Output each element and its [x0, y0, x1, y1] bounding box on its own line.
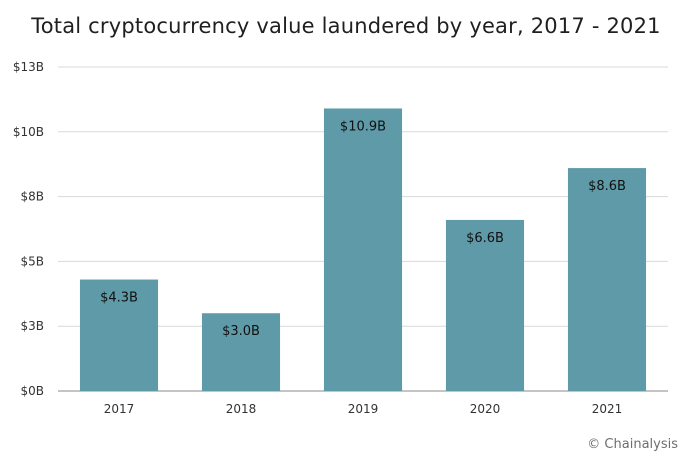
x-tick-label: 2017 [104, 402, 135, 416]
x-tick-label: 2019 [348, 402, 379, 416]
data-label: $3.0B [222, 324, 260, 339]
bar-2019 [323, 108, 403, 392]
y-tick-label: $0B [20, 384, 44, 398]
bar-2018 [201, 313, 281, 391]
y-axis-tick-labels: $0B $3B $5B $8B $10B $13B [13, 60, 44, 398]
y-tick-label: $8B [20, 190, 44, 204]
chart-title: Total cryptocurrency value laundered by … [31, 14, 661, 38]
data-label: $8.6B [588, 179, 626, 194]
bar-2020 [445, 219, 525, 391]
bar-2021 [567, 168, 647, 391]
source-credit: © Chainalysis [587, 437, 678, 452]
data-label: $4.3B [100, 291, 138, 306]
y-tick-label: $3B [20, 319, 44, 333]
y-tick-label: $10B [13, 125, 44, 139]
bars [79, 108, 647, 392]
bar-2017 [79, 279, 159, 391]
x-axis-tick-labels: 2017 2018 2019 2020 2021 [104, 402, 623, 416]
y-tick-label: $13B [13, 60, 44, 74]
x-tick-label: 2018 [226, 402, 257, 416]
x-tick-label: 2021 [592, 402, 623, 416]
data-label: $6.6B [466, 231, 504, 246]
data-label: $10.9B [340, 119, 386, 134]
data-labels: $4.3B $3.0B $10.9B $6.6B $8.6B [100, 119, 626, 339]
x-tick-label: 2020 [470, 402, 501, 416]
y-tick-label: $5B [20, 254, 44, 268]
